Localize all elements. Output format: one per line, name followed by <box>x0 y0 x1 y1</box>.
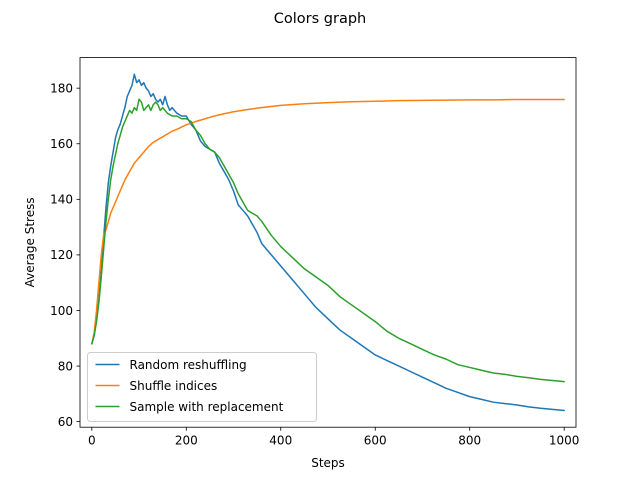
y-tick-label: 140 <box>50 193 73 207</box>
x-axis-label: Steps <box>311 456 345 470</box>
x-tick-label: 400 <box>269 434 292 448</box>
plot-area <box>91 73 565 412</box>
y-tick-label: 80 <box>58 359 73 373</box>
y-tick-label: 180 <box>50 81 73 95</box>
x-tick-label: 800 <box>458 434 481 448</box>
x-tick-label: 1000 <box>549 434 580 448</box>
x-tick-label: 200 <box>175 434 198 448</box>
y-tick-label: 120 <box>50 248 73 262</box>
y-tick-label: 100 <box>50 304 73 318</box>
legend-label-1: Random reshuffling <box>130 358 247 372</box>
axis-ticks: 0 200 400 600 800 1000 60 80 100 120 140 160 180 <box>50 81 579 447</box>
y-axis-label: Average Stress <box>23 197 37 287</box>
legend: Random reshuffling Shuffle indices Sample … <box>87 352 317 422</box>
series-line-1 <box>91 73 565 412</box>
legend-label-2: Shuffle indices <box>130 379 218 393</box>
y-tick-label: 60 <box>58 415 73 429</box>
series-line-2 <box>91 98 565 345</box>
legend-label-3: Sample with replacement <box>130 400 284 414</box>
x-tick-label: 600 <box>364 434 387 448</box>
y-tick-label: 160 <box>50 137 73 151</box>
x-tick-label: 0 <box>88 434 96 448</box>
axes-frame <box>79 57 577 428</box>
chart-title: Colors graph <box>274 11 366 27</box>
series-line-3 <box>91 98 565 383</box>
legend-box <box>87 352 317 422</box>
